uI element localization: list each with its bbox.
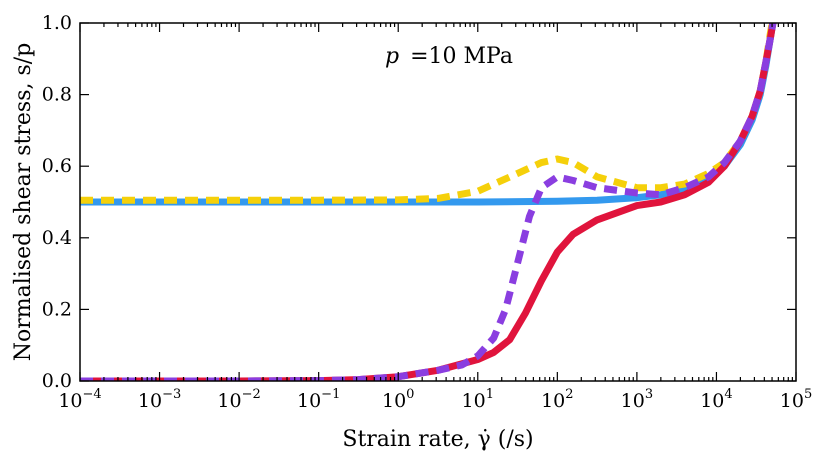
x-tick-label: 10−2 [217, 387, 260, 412]
x-tick-label: 10−4 [58, 387, 101, 412]
series-purple-dashed [80, 23, 777, 381]
x-axis-title: Strain rate, γ̇ (/s) [342, 427, 533, 452]
x-tick-label: 101 [462, 387, 494, 412]
y-tick-label: 0.6 [42, 155, 72, 177]
x-tick-label: 10−1 [297, 387, 340, 412]
x-tick-exponent: −4 [83, 387, 102, 402]
series-layer [80, 23, 777, 381]
x-tick-exponent: 4 [724, 387, 732, 402]
x-tick-base: 10 [58, 390, 82, 412]
x-tick-label: 100 [382, 387, 414, 412]
y-tick-label: 0.8 [42, 84, 72, 106]
pressure-annotation: p =10 MPa [385, 44, 513, 69]
y-tick-label: 0.0 [42, 370, 72, 392]
x-tick-base: 10 [138, 390, 162, 412]
x-tick-exponent: −3 [162, 387, 181, 402]
x-tick-label: 102 [541, 387, 573, 412]
x-tick-base: 10 [780, 390, 804, 412]
x-tick-base: 10 [382, 390, 406, 412]
y-axis: 0.0 0.2 0.4 0.6 0.8 1.0 [42, 12, 796, 392]
x-tick-base: 10 [621, 390, 645, 412]
y-tick-label: 1.0 [42, 12, 72, 34]
x-tick-base: 10 [541, 390, 565, 412]
x-tick-base: 10 [297, 390, 321, 412]
x-tick-label: 103 [621, 387, 653, 412]
x-tick-exponent: 1 [486, 387, 494, 402]
x-tick-exponent: −1 [321, 387, 340, 402]
plot-frame [79, 22, 797, 382]
y-axis-title: Normalised shear stress, s/p [11, 43, 36, 362]
x-tick-exponent: 3 [645, 387, 653, 402]
annotation-text: =10 MPa [410, 44, 513, 69]
x-tick-label: 105 [780, 387, 812, 412]
x-tick-label: 10−3 [138, 387, 181, 412]
annotation-prefix: p [385, 44, 399, 69]
x-tick-base: 10 [462, 390, 486, 412]
x-tick-exponent: 5 [804, 387, 812, 402]
x-tick-base: 10 [217, 390, 241, 412]
y-tick-label: 0.2 [42, 298, 72, 320]
x-tick-base: 10 [700, 390, 724, 412]
x-tick-label: 104 [700, 387, 732, 412]
x-tick-exponent: 0 [406, 387, 414, 402]
x-tick-exponent: 2 [565, 387, 573, 402]
x-tick-exponent: −2 [242, 387, 261, 402]
x-axis: 10−4 10−3 10−2 10−1 100 101 102 103 104 105 [58, 23, 812, 412]
y-tick-label: 0.4 [42, 227, 72, 249]
